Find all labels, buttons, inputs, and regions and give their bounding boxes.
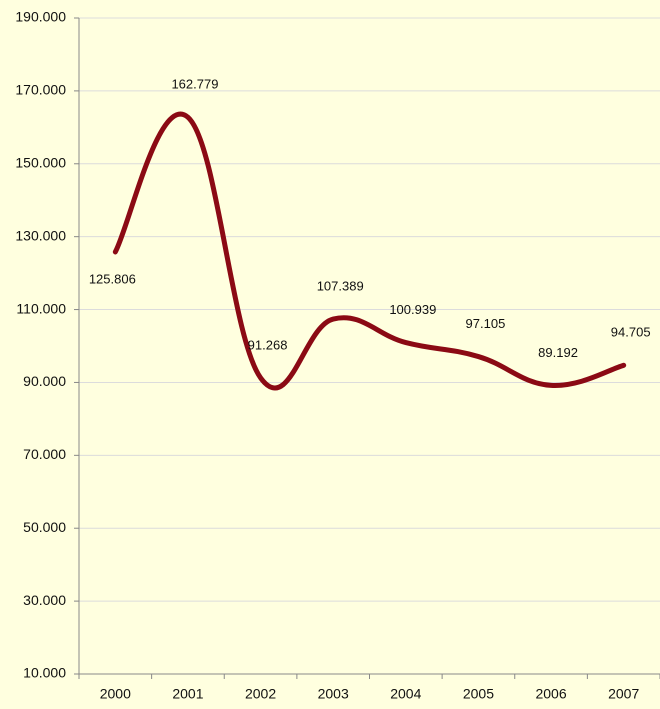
y-tick-label: 50.000 xyxy=(23,519,66,535)
y-tick-label: 130.000 xyxy=(15,227,66,243)
y-tick-label: 150.000 xyxy=(15,154,66,170)
data-label: 94.705 xyxy=(611,325,651,340)
data-label: 91.268 xyxy=(248,337,288,352)
x-tick-label: 2007 xyxy=(608,686,639,702)
line xyxy=(112,111,627,391)
x-tick-label: 2002 xyxy=(245,686,276,702)
x-tick-label: 2006 xyxy=(535,686,566,702)
y-tick-label: 90.000 xyxy=(23,373,66,389)
x-tick-label: 2004 xyxy=(390,686,421,702)
y-tick-label: 170.000 xyxy=(15,82,66,98)
data-label: 97.105 xyxy=(466,316,506,331)
y-tick-label: 10.000 xyxy=(23,665,66,681)
y-tick-label: 30.000 xyxy=(23,592,66,608)
data-label: 162.779 xyxy=(171,77,218,92)
data-label: 107.389 xyxy=(317,279,364,294)
x-tick-label: 2005 xyxy=(463,686,494,702)
data-label: 89.192 xyxy=(538,345,578,360)
data-label: 100.939 xyxy=(389,302,436,317)
y-tick-label: 190.000 xyxy=(15,9,66,25)
y-tick-label: 110.000 xyxy=(16,300,66,316)
x-tick-label: 2000 xyxy=(100,686,131,702)
x-tick-label: 2003 xyxy=(318,686,349,702)
x-tick-label: 2001 xyxy=(172,686,203,702)
y-tick-label: 70.000 xyxy=(23,446,66,462)
data-label: 125.806 xyxy=(89,271,136,286)
